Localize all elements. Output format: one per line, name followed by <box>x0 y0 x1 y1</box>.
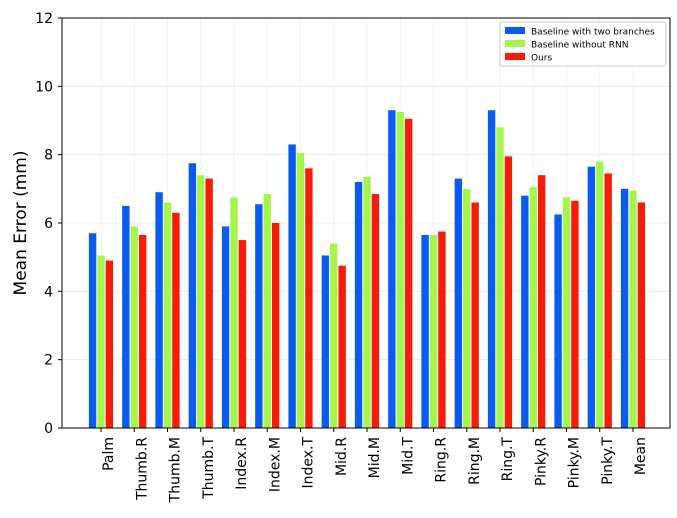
y-tick-label: 8 <box>44 148 53 164</box>
bars-layer <box>88 110 646 429</box>
bar-index-t-series-2 <box>296 152 305 428</box>
y-tick-label: 4 <box>44 284 53 300</box>
bar-thumb-r-series-1 <box>122 205 130 428</box>
bar-thumb-r-series-2 <box>130 226 138 428</box>
bar-mid-m-series-1 <box>354 182 363 428</box>
x-tick-label: Thumb.M <box>168 437 184 503</box>
bar-pinky-t-series-3 <box>604 173 612 428</box>
bar-mid-t-series-1 <box>388 110 396 428</box>
bar-thumb-m-series-3 <box>172 212 180 428</box>
bar-pinky-r-series-1 <box>521 195 529 428</box>
bar-index-t-series-1 <box>288 144 296 429</box>
bar-pinky-r-series-2 <box>529 187 537 429</box>
y-tick-label: 2 <box>44 353 53 369</box>
bar-index-m-series-2 <box>263 193 271 428</box>
bar-pinky-m-series-3 <box>571 200 579 428</box>
bar-index-r-series-1 <box>221 226 230 428</box>
bar-thumb-t-series-2 <box>197 175 205 428</box>
x-tick-label: Index.T <box>301 437 317 489</box>
x-tick-label: Ring.M <box>467 437 483 485</box>
x-tick-label: Mid.M <box>367 437 383 478</box>
legend-label: Baseline without RNN <box>531 41 628 51</box>
bar-index-t-series-3 <box>305 168 313 428</box>
legend: Baseline with two branches Baseline witho… <box>499 21 667 67</box>
bar-mean-series-3 <box>637 202 646 428</box>
legend-label: Ours <box>531 54 552 64</box>
x-tick-label: Palm <box>101 437 117 471</box>
bar-mid-t-series-3 <box>404 118 413 428</box>
bar-mean-series-2 <box>629 190 637 428</box>
bar-mid-m-series-3 <box>371 193 380 428</box>
bar-palm-series-3 <box>105 260 114 428</box>
y-tick-label: 6 <box>44 216 53 232</box>
bar-pinky-t-series-1 <box>587 166 596 429</box>
bar-pinky-m-series-2 <box>562 197 571 429</box>
bar-ring-m-series-2 <box>463 188 471 428</box>
x-tick-label: Mean <box>633 437 649 475</box>
y-axis-label: Mean Error (mm) <box>11 151 31 296</box>
legend-label: Baseline with two branches <box>531 28 655 38</box>
y-tick-label: 12 <box>35 11 53 27</box>
bar-palm-series-1 <box>88 233 97 428</box>
bar-pinky-t-series-2 <box>596 161 604 428</box>
y-tick-label: 10 <box>35 79 53 95</box>
bar-ring-r-series-3 <box>438 231 446 428</box>
bar-ring-r-series-1 <box>421 234 429 428</box>
legend-swatch <box>505 40 525 47</box>
x-axis: Palm Thumb.R Thumb.M Thumb.T Index.R Index.M I… <box>100 428 649 503</box>
x-tick-label: Ring.R <box>434 437 450 483</box>
x-tick-label: Index.R <box>234 437 250 490</box>
bar-ring-t-series-1 <box>487 110 496 428</box>
bar-thumb-t-series-1 <box>188 163 197 428</box>
bar-ring-m-series-3 <box>471 202 479 428</box>
bar-ring-t-series-3 <box>504 156 513 429</box>
x-tick-label: Thumb.R <box>134 437 150 501</box>
legend-swatch <box>505 53 525 60</box>
x-tick-label: Mid.R <box>334 437 350 476</box>
bar-mid-r-series-3 <box>338 265 346 428</box>
legend-swatch <box>505 27 525 34</box>
x-tick-label: Pinky.R <box>533 437 549 486</box>
bar-palm-series-2 <box>97 255 105 428</box>
bar-mid-r-series-1 <box>321 255 330 428</box>
bar-mean-series-1 <box>620 188 629 428</box>
bar-mid-t-series-2 <box>396 111 404 429</box>
legend-box <box>499 21 667 67</box>
x-tick-label: Pinky.T <box>600 437 616 485</box>
x-tick-label: Ring.T <box>500 437 516 482</box>
bar-index-r-series-2 <box>230 197 238 429</box>
bar-index-m-series-3 <box>271 223 280 428</box>
bar-ring-t-series-2 <box>496 127 504 428</box>
y-tick-label: 0 <box>44 421 53 437</box>
x-tick-label: Pinky.M <box>567 437 583 488</box>
x-tick-label: Thumb.T <box>201 437 217 500</box>
bar-pinky-m-series-1 <box>554 214 562 428</box>
bar-ring-r-series-2 <box>429 234 438 428</box>
bar-thumb-m-series-2 <box>163 202 172 428</box>
bar-thumb-r-series-3 <box>138 234 147 428</box>
x-tick-label: Index.M <box>267 437 283 492</box>
bar-pinky-r-series-3 <box>537 175 546 428</box>
bar-index-m-series-1 <box>255 204 263 428</box>
bar-mid-m-series-2 <box>363 176 371 428</box>
bar-ring-m-series-1 <box>454 178 463 428</box>
bar-mid-r-series-2 <box>330 243 338 428</box>
bar-thumb-t-series-3 <box>205 178 213 428</box>
bar-thumb-m-series-1 <box>155 192 163 428</box>
bar-index-r-series-3 <box>238 240 247 428</box>
y-axis: 0 2 4 6 8 10 12 <box>35 11 62 437</box>
x-tick-label: Mid.T <box>400 437 416 475</box>
